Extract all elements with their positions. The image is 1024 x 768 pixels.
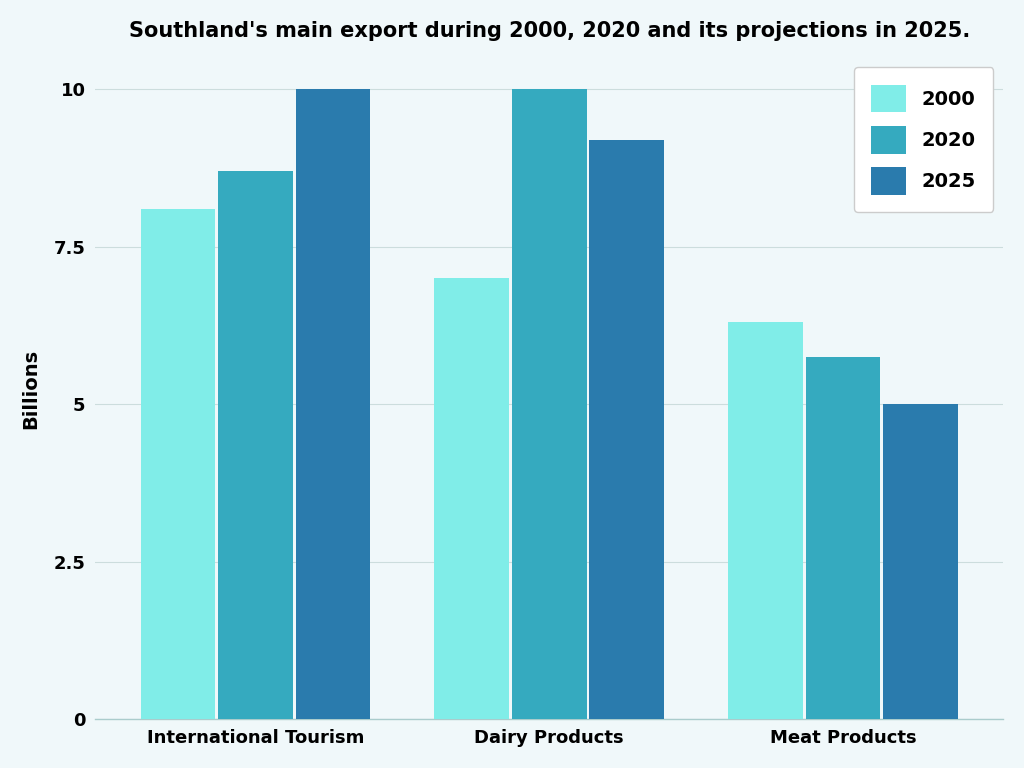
Bar: [512, 89, 587, 720]
Bar: [728, 323, 803, 720]
Bar: [296, 89, 371, 720]
Bar: [434, 278, 509, 720]
Bar: [883, 404, 957, 720]
Y-axis label: Billions: Billions: [20, 349, 40, 429]
Title: Southland's main export during 2000, 2020 and its projections in 2025.: Southland's main export during 2000, 202…: [129, 21, 970, 41]
Bar: [218, 171, 293, 720]
Bar: [806, 357, 881, 720]
Bar: [140, 209, 215, 720]
Legend: 2000, 2020, 2025: 2000, 2020, 2025: [854, 68, 993, 212]
Bar: [589, 140, 664, 720]
